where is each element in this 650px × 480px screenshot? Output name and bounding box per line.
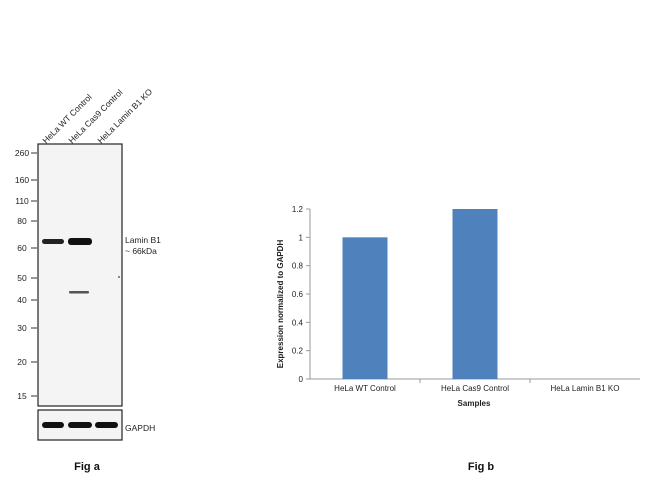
mw-marker-260: 260 xyxy=(15,148,29,158)
y-axis-label: Expression normalized to GAPDH xyxy=(276,240,285,369)
mw-marker-50: 50 xyxy=(17,273,27,283)
y-tick-label: 0 xyxy=(299,375,304,384)
y-tick-label: 0.2 xyxy=(292,347,304,356)
lamin-b1-label: Lamin B1 xyxy=(125,235,161,245)
lamin-b1-kda-label: ~ 66kDa xyxy=(125,246,157,256)
x-axis-label: Samples xyxy=(458,399,491,408)
mw-marker-15: 15 xyxy=(17,391,27,401)
band-lamin-b1-wt xyxy=(42,239,64,244)
chart-x-tick-labels: HeLa WT Control HeLa Cas9 Control HeLa Lam… xyxy=(334,384,619,393)
mw-marker-160: 160 xyxy=(15,175,29,185)
mw-marker-110: 110 xyxy=(15,196,29,206)
y-tick-label: 1.2 xyxy=(292,205,304,214)
y-tick-label: 0.8 xyxy=(292,262,304,271)
band-nonspecific-cas9 xyxy=(69,291,89,294)
chart-y-tick-labels: 0 0.2 0.4 0.6 0.8 1 1.2 xyxy=(292,205,304,384)
mw-marker-40: 40 xyxy=(17,295,27,305)
mw-marker-ladder: 260 160 110 80 60 50 40 30 20 15 xyxy=(15,148,37,401)
western-blot-panel: HeLa WT Control HeLa Cas9 Control HeLa L… xyxy=(15,86,161,473)
band-lamin-b1-cas9 xyxy=(68,238,92,245)
bar-chart-panel: 0 0.2 0.4 0.6 0.8 1 1.2 HeLa WT Control HeLa Ca… xyxy=(276,205,640,473)
fig-a-caption: Fig a xyxy=(74,461,101,473)
band-gapdh-ko xyxy=(95,422,118,428)
band-gapdh-cas9 xyxy=(68,422,92,428)
blot-membrane xyxy=(37,143,123,407)
mw-marker-80: 80 xyxy=(17,216,27,226)
chart-bars xyxy=(342,209,498,379)
x-tick-label: HeLa Lamin B1 KO xyxy=(551,384,620,393)
y-tick-label: 0.6 xyxy=(292,290,304,299)
fig-b-caption: Fig b xyxy=(468,461,495,473)
y-tick-label: 0.4 xyxy=(292,318,304,327)
bar xyxy=(342,237,388,379)
lane-label-ko: HeLa Lamin B1 KO xyxy=(95,86,154,145)
gapdh-label: GAPDH xyxy=(125,423,155,433)
mw-marker-60: 60 xyxy=(17,243,27,253)
blot-speck xyxy=(118,276,120,278)
mw-marker-20: 20 xyxy=(17,357,27,367)
x-tick-label: HeLa Cas9 Control xyxy=(441,384,509,393)
bar xyxy=(452,209,498,379)
mw-marker-30: 30 xyxy=(17,323,27,333)
x-tick-label: HeLa WT Control xyxy=(334,384,396,393)
y-tick-label: 1 xyxy=(299,233,304,242)
band-gapdh-wt xyxy=(42,422,64,428)
